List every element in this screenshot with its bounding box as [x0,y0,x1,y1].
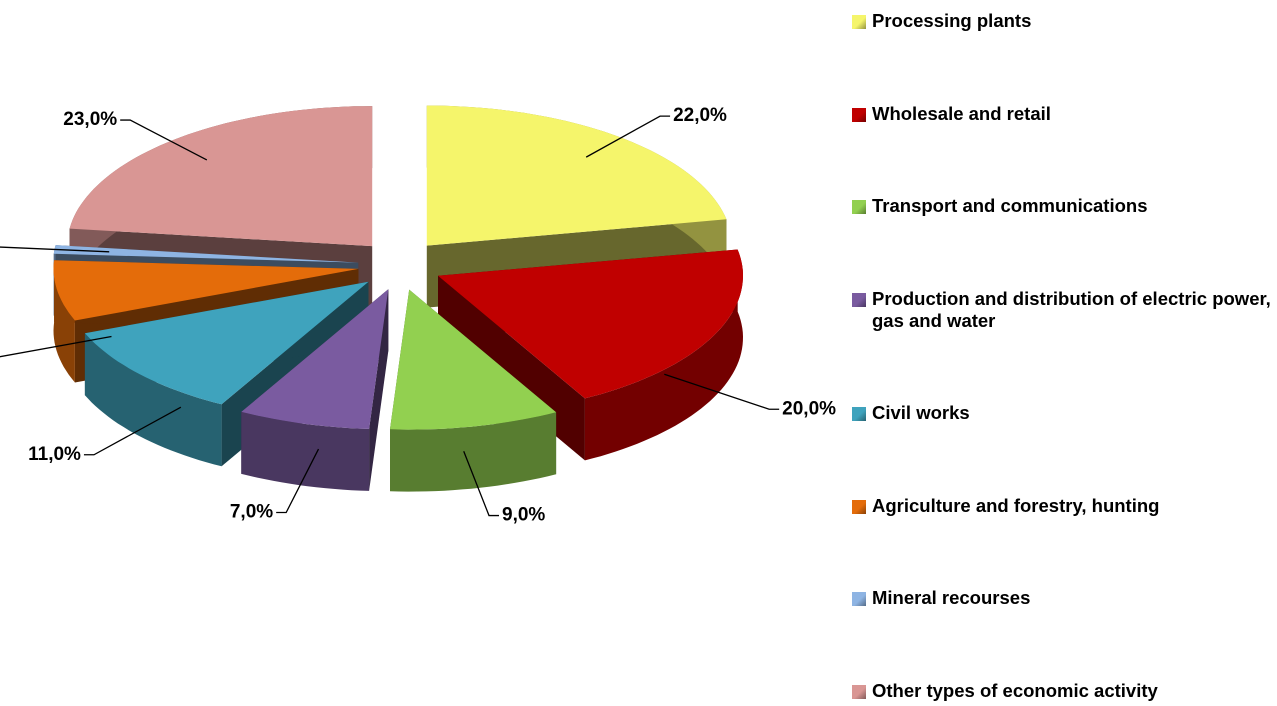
slice [438,249,743,399]
legend-entry: Processing plants [852,10,1272,32]
legend-label: Mineral recourses [872,587,1031,609]
legend-entry: Transport and communications [852,195,1272,217]
legend-swatch [852,407,866,422]
slice [53,260,359,321]
data-label: 9,0% [502,505,545,526]
slice [241,289,389,429]
legend-entry: Agriculture and forestry, hunting [852,495,1272,517]
slice-wall [241,411,370,491]
slice [53,245,359,263]
legend-entry: Wholesale and retail [852,103,1272,125]
legend-swatch [852,684,866,699]
legend-entry: Production and distribution of electric … [852,288,1272,332]
slice-wall [53,260,75,383]
slice-wall [584,249,743,461]
leader-line [585,115,671,158]
legend: Processing plants Wholesale and retail Tra… [852,10,1272,702]
legend-entry: Civil works [852,402,1272,424]
legend-label: Civil works [872,402,970,424]
slice [390,289,557,430]
legend-label: Other types of economic activity [872,679,1158,701]
data-label: 22,0% [673,105,727,126]
legend-swatch [852,107,866,122]
legend-label: Agriculture and forestry, hunting [872,494,1160,516]
leader-line [664,373,780,410]
slice [69,106,373,247]
chart: 22,0%20,0%9,0%7,0%11,0%7,0%1,0%23,0% [0,105,836,526]
slice [84,281,369,405]
data-label: 7,0% [230,502,273,523]
data-label: 20,0% [782,398,836,419]
leader-line [276,448,320,514]
legend-label: Wholesale and retail [872,102,1051,124]
legend-swatch [852,200,866,215]
legend-swatch [852,15,866,29]
leader-line [0,335,112,358]
leader-line [463,450,500,517]
legend-entry: Mineral recourses [852,587,1272,609]
leader-line [83,406,182,456]
legend-swatch [852,592,866,607]
legend-label: Transport and communications [872,195,1148,217]
leader-line [0,246,110,253]
legend-swatch [852,292,866,307]
leader-line [120,119,208,161]
legend-swatch [852,499,866,514]
legend-label: Processing plants [872,10,1032,31]
data-label: 23,0% [63,109,117,130]
legend-label: Production and distribution of electric … [872,287,1271,331]
slice-wall [84,333,222,467]
slice [426,105,727,246]
data-label: 11,0% [28,444,81,465]
slice-wall [390,412,557,492]
legend-entry: Other types of economic activity [852,680,1272,702]
